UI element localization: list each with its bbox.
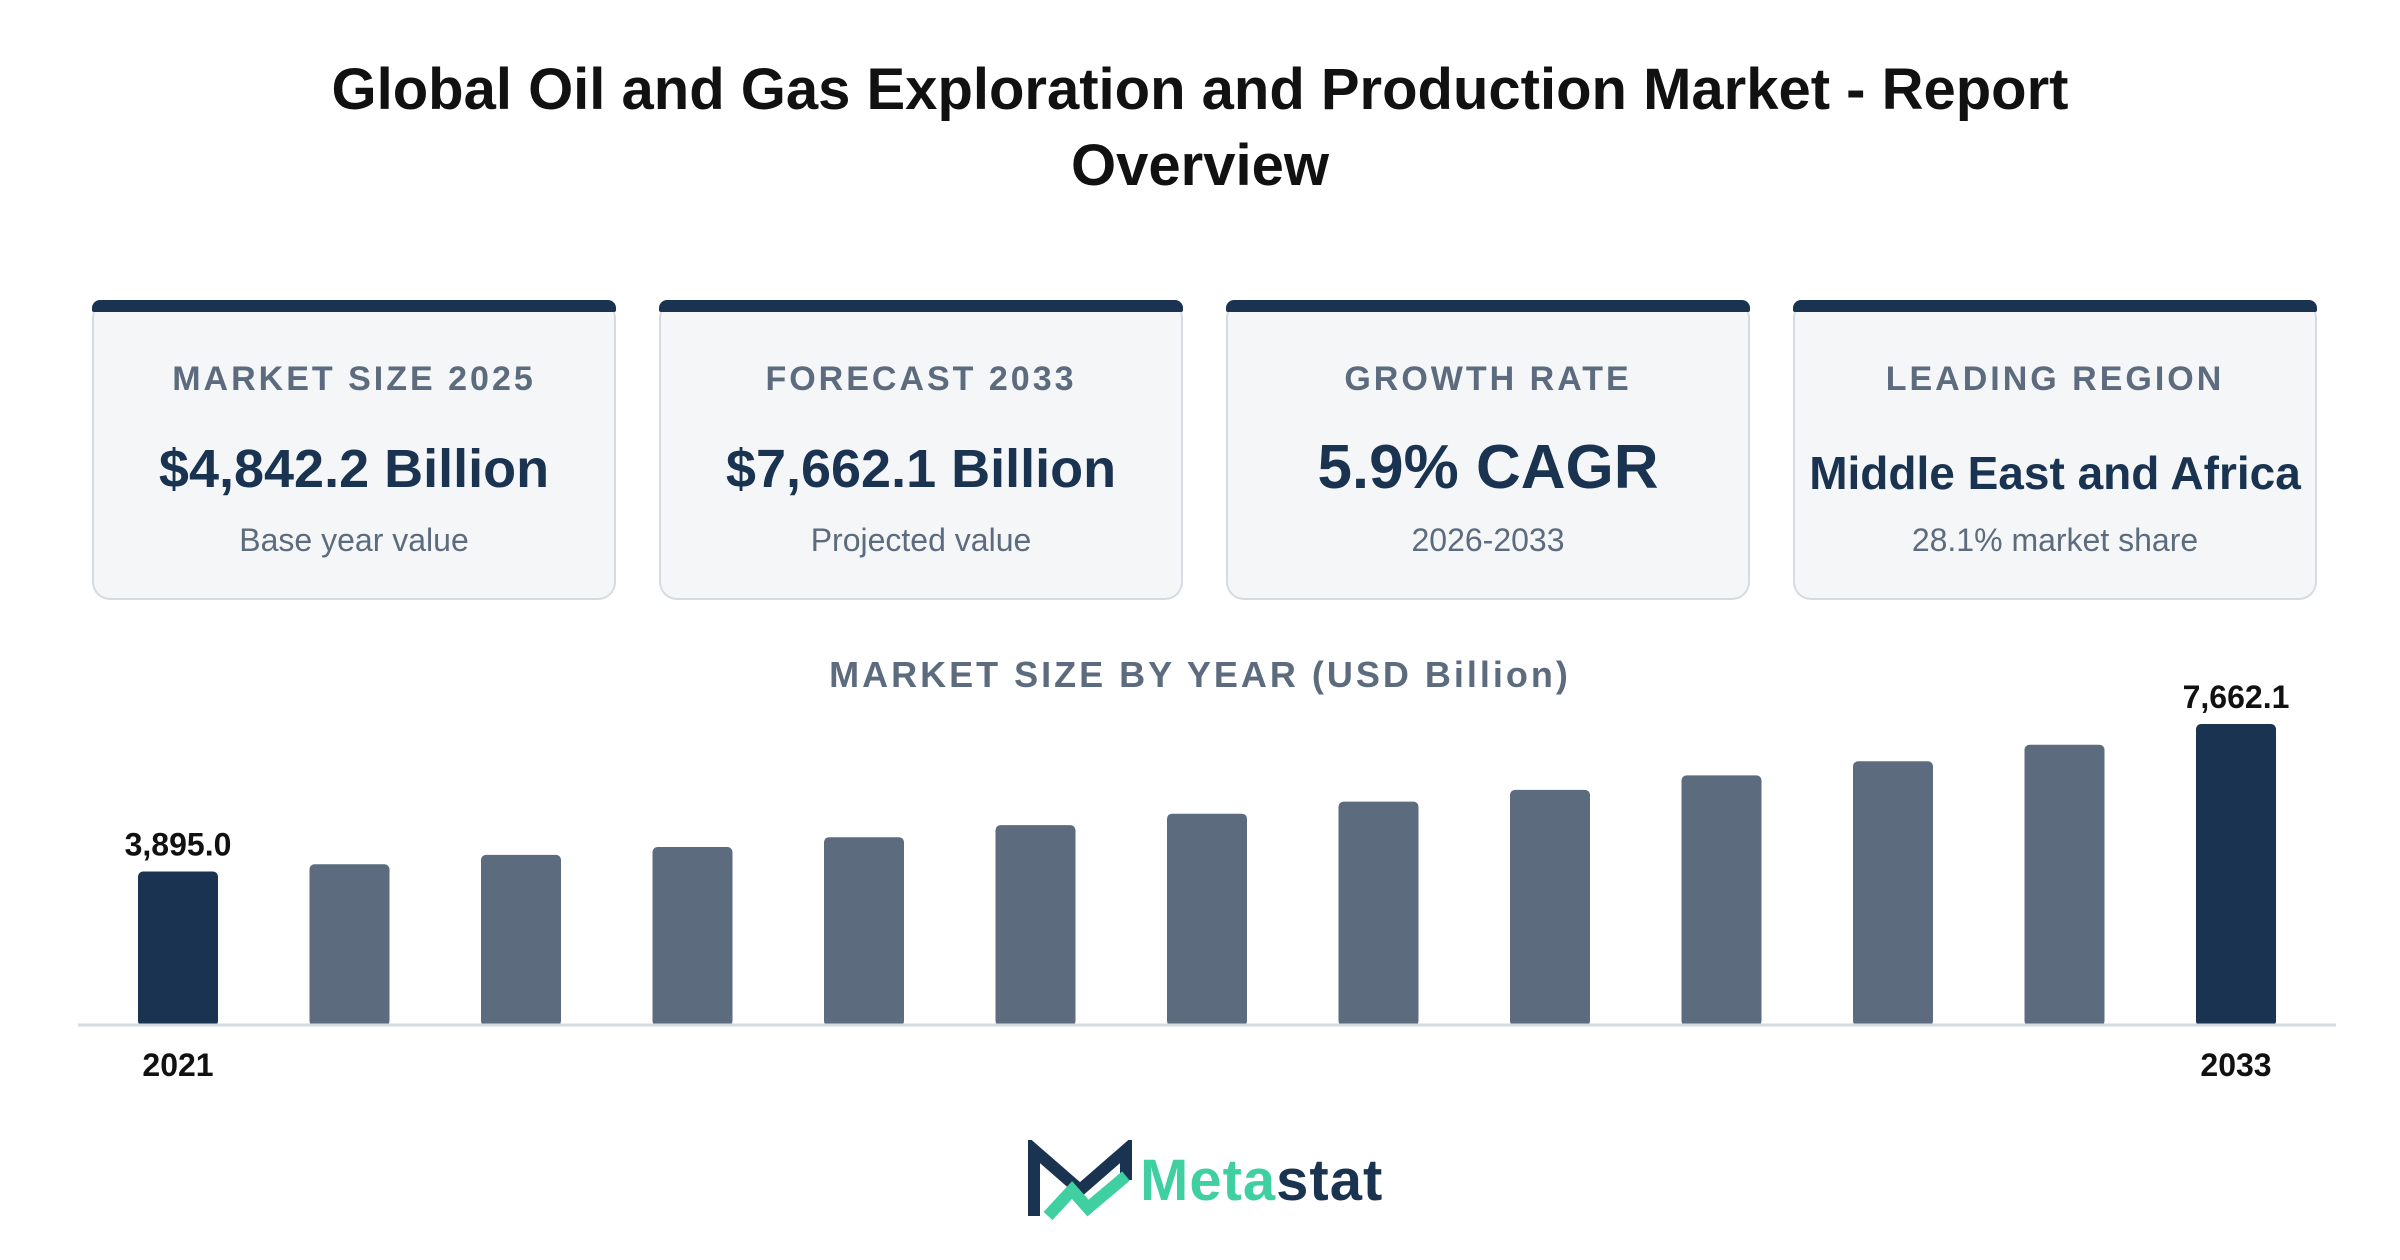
market-size-bar-chart: 3,895.0 7,662.1 2021 2033 (78, 679, 2336, 1083)
bar-2023 (481, 854, 561, 1026)
data-label-2033: 7,662.1 (2183, 679, 2290, 715)
metastat-logo-icon (1028, 1140, 1132, 1220)
metastat-logo: Metastat (1028, 1140, 1383, 1220)
page-title-line-2: Overview (1071, 133, 1329, 198)
bar-2025 (824, 837, 904, 1026)
card-accent-bar (92, 300, 616, 312)
card-subtext: 28.1% market share (1911, 522, 2199, 558)
card-label: MARKET SIZE 2025 (172, 360, 536, 398)
card-accent-bar (1793, 300, 2317, 312)
card-label: GROWTH RATE (1344, 360, 1632, 398)
bar-2033 (2196, 724, 2276, 1026)
growth-rate-card: GROWTH RATE 5.9% CAGR 2026-2033 (1226, 300, 1750, 600)
forecast-card: FORECAST 2033 $7,662.1 Billion Projected… (659, 300, 1183, 600)
bar-2021 (138, 871, 218, 1026)
metastat-logo-text: Metastat (1140, 1147, 1383, 1214)
bar-2024 (652, 847, 733, 1026)
card-value: Middle East and Africa (1809, 447, 2301, 499)
bar-2028 (1338, 801, 1419, 1026)
card-subtext: Projected value (810, 522, 1032, 558)
card-label: FORECAST 2033 (765, 360, 1077, 398)
card-accent-bar (1226, 300, 1750, 312)
data-label-2021: 3,895.0 (125, 826, 232, 862)
bar-2031 (1853, 761, 1933, 1026)
bar-2030 (1681, 775, 1762, 1026)
leading-region-card: LEADING REGION Middle East and Africa 28… (1793, 300, 2317, 600)
card-accent-bar (659, 300, 1183, 312)
card-value: $4,842.2 Billion (158, 439, 550, 499)
bar-2026 (995, 825, 1076, 1026)
card-value: $7,662.1 Billion (725, 439, 1117, 499)
logo-text-part-2: stat (1276, 1147, 1384, 1213)
card-subtext: Base year value (239, 522, 469, 558)
chart-title: MARKET SIZE BY YEAR (USD Billion) (829, 654, 1571, 695)
x-tick-label-2033: 2033 (2200, 1047, 2271, 1083)
market-size-card: MARKET SIZE 2025 $4,842.2 Billion Base y… (92, 300, 616, 600)
card-value: 5.9% CAGR (1317, 433, 1659, 502)
bar-2027 (1167, 813, 1247, 1026)
page-title: Global Oil and Gas Exploration and Produ… (0, 52, 2400, 204)
bar-2029 (1510, 789, 1590, 1026)
card-subtext: 2026-2033 (1411, 522, 1565, 558)
x-tick-label-2021: 2021 (142, 1047, 213, 1083)
card-label: LEADING REGION (1885, 360, 2225, 398)
logo-text-part-1: Meta (1140, 1147, 1277, 1213)
bar-2032 (2024, 744, 2105, 1026)
page-title-line-1: Global Oil and Gas Exploration and Produ… (331, 57, 2069, 122)
bar-2022 (309, 864, 390, 1026)
